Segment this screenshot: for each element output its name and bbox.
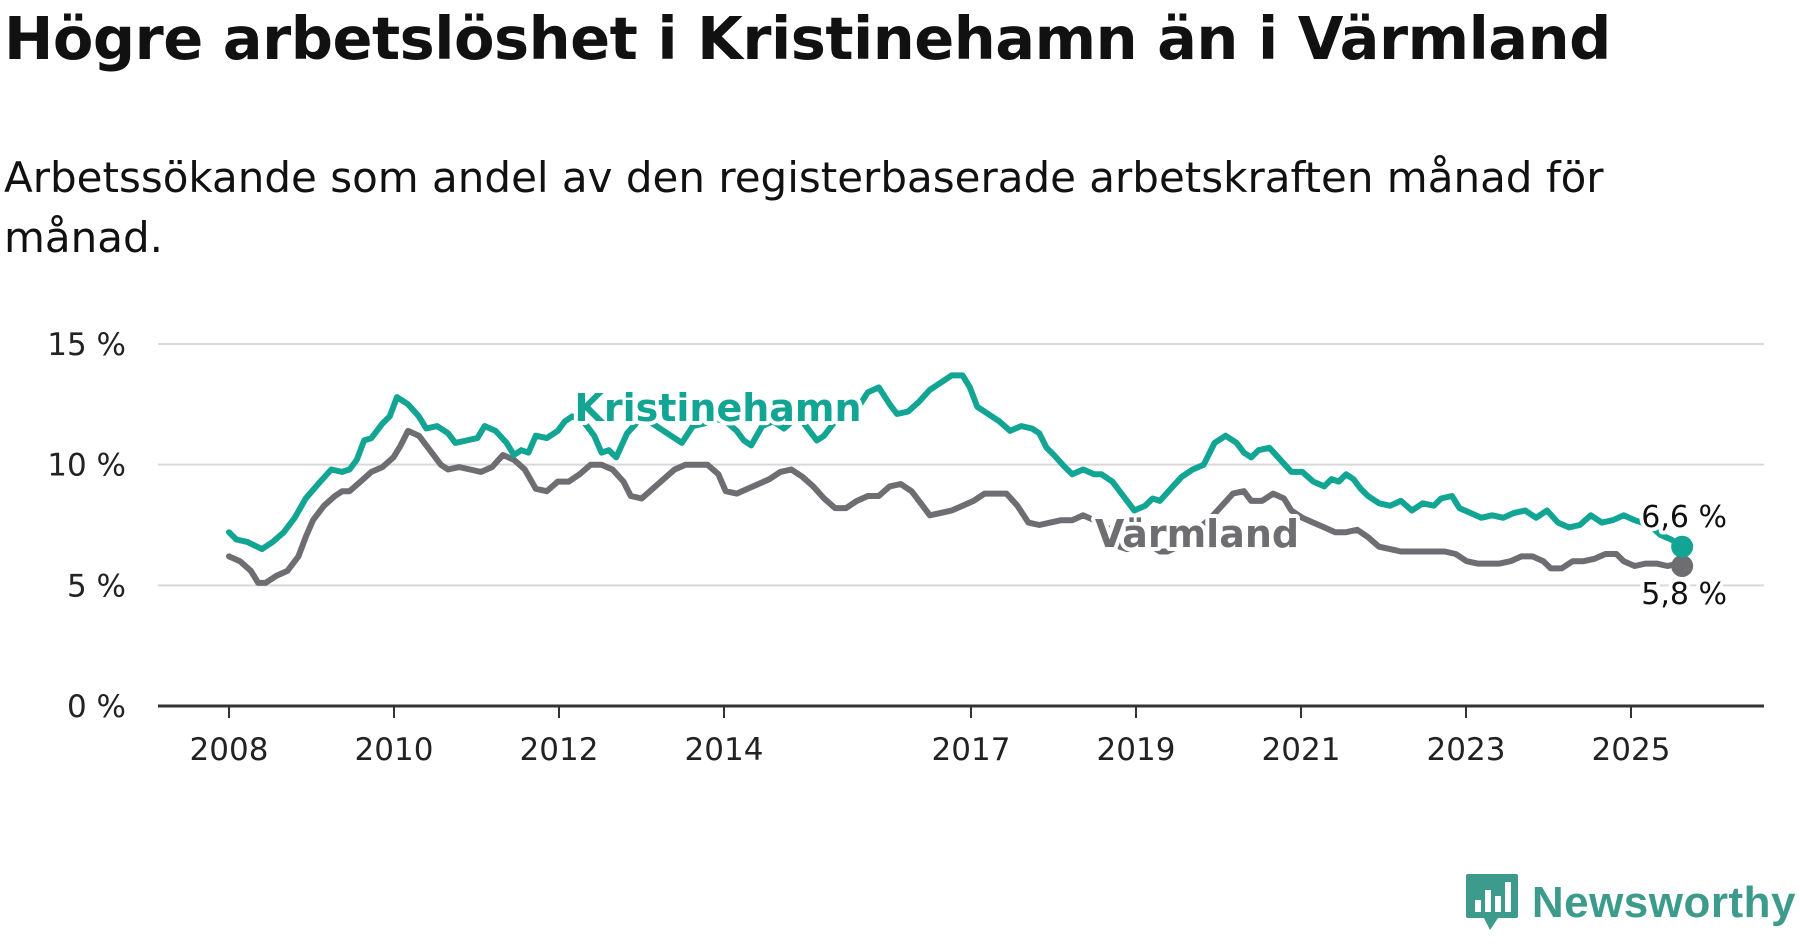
series-labels: Kristinehamn Värmland 6,6 % 5,8 % (570, 382, 1731, 616)
x-tick-label: 2025 (1592, 732, 1671, 768)
brand-name: Newsworthy (1531, 878, 1796, 927)
brand-logo: Newsworthy (1464, 872, 1796, 934)
y-tick-label: 0 % (67, 689, 126, 725)
gridlines (158, 343, 1764, 587)
x-tick-label: 2012 (520, 732, 599, 768)
y-tick-label: 15 % (47, 327, 126, 363)
x-tick-label: 2010 (355, 732, 434, 768)
y-tick-label: 5 % (67, 568, 126, 604)
series-line-kristinehamn (226, 372, 1686, 553)
end-point-värmland (1671, 555, 1694, 578)
x-tick-label: 2008 (190, 732, 269, 768)
end-value-kristinehamn: 6,6 % (1641, 500, 1727, 535)
x-tick-label: 2014 (685, 732, 764, 768)
end-value-varmland: 5,8 % (1641, 577, 1727, 612)
y-tick-label: 10 % (47, 448, 126, 484)
axes: 0 % 5 % 10 % 15 % 2008 2010 2012 2014 2017 2019 20… (47, 327, 1764, 768)
series-label-varmland: Värmland (1095, 512, 1299, 556)
x-tick-label: 2023 (1427, 732, 1506, 768)
x-tick-label: 2021 (1262, 732, 1341, 768)
chart-title: Högre arbetslöshet i Kristinehamn än i V… (4, 4, 1611, 73)
series-line-värmland (226, 427, 1686, 586)
end-point-kristinehamn (1671, 535, 1694, 558)
newsworthy-logo-icon (1465, 874, 1518, 930)
series-label-kristinehamn: Kristinehamn (574, 386, 861, 430)
x-tick-label: 2019 (1097, 732, 1176, 768)
chart-subtitle: Arbetssökande som andel av den registerb… (4, 153, 1604, 262)
series-lines (226, 372, 1694, 586)
x-tick-label: 2017 (932, 732, 1011, 768)
